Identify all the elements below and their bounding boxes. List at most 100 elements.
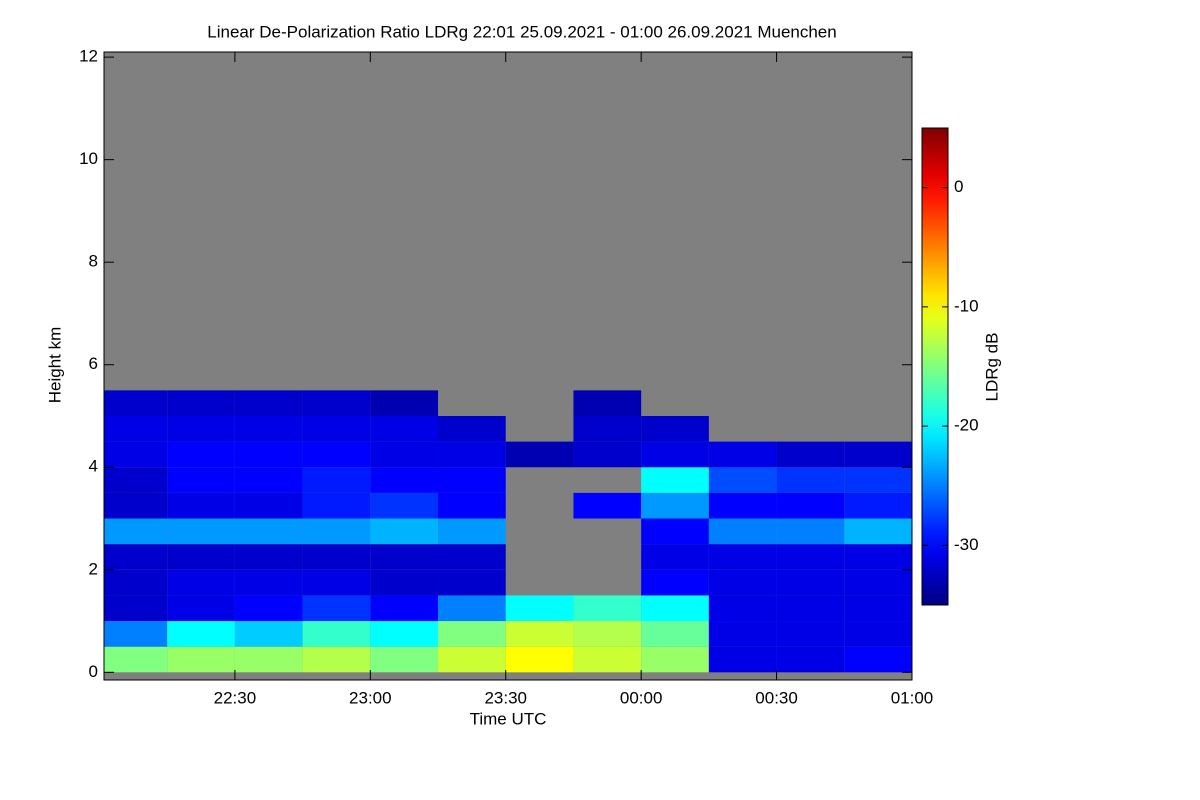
heatmap-cell (641, 441, 709, 468)
heatmap-cell (234, 441, 303, 468)
heatmap-cell (234, 569, 303, 596)
heatmap-cell (104, 595, 168, 622)
heatmap-cell (438, 595, 506, 622)
heatmap-cell (776, 441, 845, 468)
x-tick-label: 00:30 (755, 688, 798, 707)
heatmap-cell (844, 544, 912, 570)
heatmap-cell (776, 492, 845, 519)
heatmap-cell (438, 646, 506, 673)
heatmap-cell (104, 390, 168, 416)
heatmap-cell (776, 544, 845, 570)
y-tick-label: 6 (89, 354, 98, 373)
heatmap-cell (776, 621, 845, 647)
heatmap-cell (370, 390, 439, 416)
heatmap-cell (438, 492, 506, 519)
y-tick-label: 0 (89, 662, 98, 681)
chart-title: Linear De-Polarization Ratio LDRg 22:01 … (207, 22, 836, 41)
heatmap-cell (370, 467, 439, 493)
heatmap-cell (302, 544, 371, 570)
x-tick-label: 23:30 (484, 688, 527, 707)
heatmap-cell (104, 646, 168, 673)
colorbar-label: LDRg dB (982, 333, 1001, 402)
heatmap-cell (234, 518, 303, 545)
heatmap-cell (104, 415, 168, 442)
heatmap-cell (708, 492, 777, 519)
heatmap-cell (641, 518, 709, 545)
heatmap-cell (641, 415, 709, 442)
heatmap-cell (776, 595, 845, 622)
heatmap-cell (104, 492, 168, 519)
heatmap-cell (370, 621, 439, 647)
x-tick-label: 00:00 (620, 688, 663, 707)
heatmap-cell (167, 544, 235, 570)
y-tick-label: 4 (89, 457, 98, 476)
heatmap-cell (438, 518, 506, 545)
x-axis-label: Time UTC (470, 709, 547, 728)
heatmap-cell (167, 467, 235, 493)
heatmap-cell (708, 467, 777, 493)
heatmap-cell (370, 595, 439, 622)
heatmap-cell (641, 621, 709, 647)
heatmap-cell (641, 544, 709, 570)
heatmap-cell (844, 467, 912, 493)
colorbar-tick-label: -20 (954, 416, 979, 435)
heatmap-cell (302, 595, 371, 622)
y-tick-label: 10 (79, 149, 98, 168)
heatmap-cell (104, 441, 168, 468)
heatmap-cell (234, 595, 303, 622)
y-tick-label: 8 (89, 252, 98, 271)
heatmap-cell (573, 492, 642, 519)
heatmap-cell (573, 621, 642, 647)
heatmap-cell (302, 467, 371, 493)
heatmap-cell (708, 621, 777, 647)
heatmap-cell (370, 518, 439, 545)
heatmap-cell (302, 646, 371, 673)
colorbar (921, 127, 949, 606)
heatmap-cell (302, 492, 371, 519)
heatmap-cell (167, 441, 235, 468)
heatmap-cell (370, 569, 439, 596)
heatmap-cell (104, 621, 168, 647)
heatmap-cell (776, 569, 845, 596)
heatmap-cell (302, 390, 371, 416)
heatmap-cell (708, 441, 777, 468)
heatmap-cell (708, 646, 777, 673)
heatmap-cell (844, 621, 912, 647)
heatmap-cell (104, 544, 168, 570)
heatmap-cell (505, 595, 574, 622)
heatmap-cell (302, 441, 371, 468)
colorbar-tick-label: -30 (954, 535, 979, 554)
heatmap-cell (234, 646, 303, 673)
heatmap-cell (370, 415, 439, 442)
heatmap-cell (438, 621, 506, 647)
heatmap-cell (302, 621, 371, 647)
heatmap-cell (167, 518, 235, 545)
heatmap-cell (708, 569, 777, 596)
heatmap-cell (167, 415, 235, 442)
heatmap-cell (167, 492, 235, 519)
heatmap-cell (167, 621, 235, 647)
heatmap-cell (844, 492, 912, 519)
y-axis-label: Height km (45, 327, 64, 404)
heatmap-cell (104, 569, 168, 596)
x-tick-label: 22:30 (214, 688, 257, 707)
heatmap-cell (573, 390, 642, 416)
heatmap-cell (505, 441, 574, 468)
y-tick-label: 2 (89, 559, 98, 578)
heatmap-cell (844, 518, 912, 545)
heatmap-cell (776, 467, 845, 493)
heatmap-cell (302, 569, 371, 596)
heatmap-cell (104, 467, 168, 493)
heatmap-cell (641, 569, 709, 596)
colorbar-tick-label: -10 (954, 296, 979, 315)
heatmap-cell (844, 569, 912, 596)
heatmap-cell (844, 646, 912, 673)
heatmap-cell (370, 441, 439, 468)
heatmap-cell (844, 441, 912, 468)
heatmap-cell (234, 621, 303, 647)
heatmap-cell (438, 415, 506, 442)
x-tick-label: 23:00 (349, 688, 392, 707)
heatmap-cell (234, 415, 303, 442)
heatmap-cell (641, 646, 709, 673)
heatmap-cell (438, 544, 506, 570)
